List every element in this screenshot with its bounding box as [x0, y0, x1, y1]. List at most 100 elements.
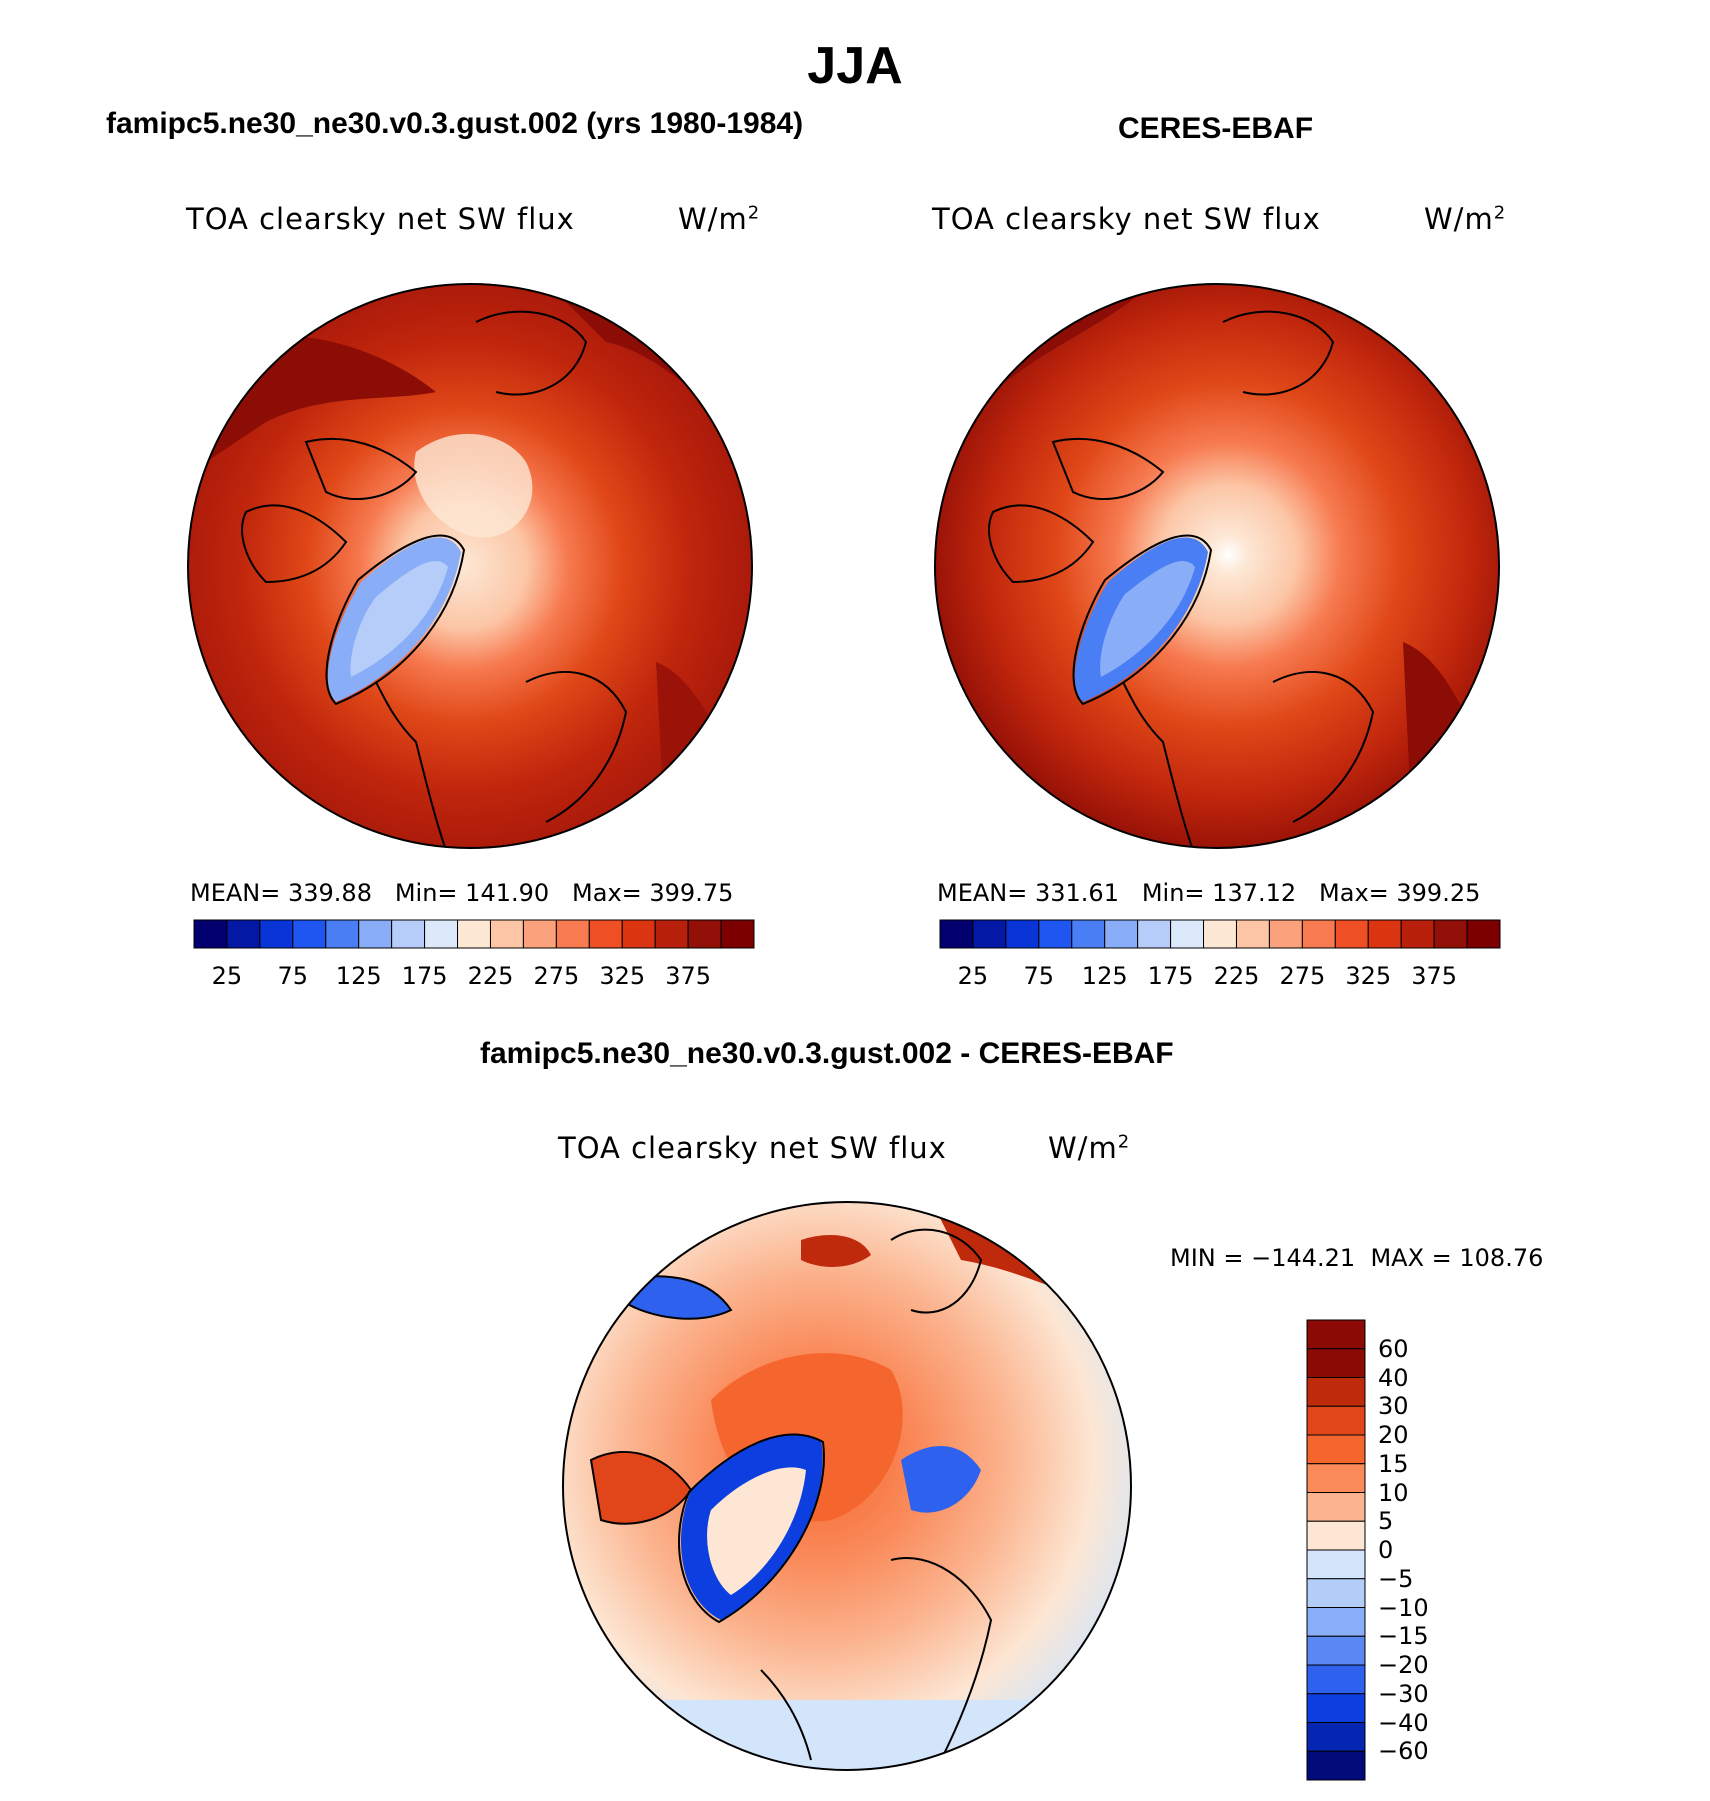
colorbar-tick-label: 375	[1411, 962, 1458, 990]
panel-1-units: W/m2	[678, 202, 761, 236]
main-title: JJA	[807, 37, 903, 95]
colorbar-swatch	[1306, 1693, 1366, 1723]
colorbar-swatch	[1306, 1722, 1366, 1752]
colorbar-tick-label: 25	[957, 962, 989, 990]
colorbar-tick-label: −15	[1378, 1622, 1429, 1651]
panel-1-polar-map	[187, 283, 753, 849]
colorbar-swatch	[325, 919, 360, 949]
panel-2-polar-map	[934, 283, 1500, 849]
colorbar-tick-label: 75	[1023, 962, 1055, 990]
colorbar-swatch	[489, 919, 524, 949]
colorbar-tick-label: 175	[401, 962, 448, 990]
colorbar-swatch	[259, 919, 294, 949]
colorbar-swatch	[1306, 1434, 1366, 1465]
colorbar-swatch	[358, 919, 393, 949]
colorbar-tick-label: −40	[1378, 1708, 1429, 1737]
colorbar-swatch	[1071, 919, 1106, 949]
colorbar-tick-label: −20	[1378, 1651, 1429, 1679]
colorbar-swatch	[1137, 919, 1172, 949]
colorbar-swatch	[1400, 919, 1435, 949]
diff-panel-title: famipc5.ne30_ne30.v0.3.gust.002 - CERES-…	[480, 1037, 1174, 1070]
colorbar-swatch	[1306, 1549, 1366, 1580]
panel-2-colorbar	[939, 919, 1501, 949]
colorbar-tick-label: 325	[599, 962, 646, 990]
colorbar-tick-label: 30	[1378, 1392, 1409, 1421]
colorbar-swatch	[1203, 919, 1237, 949]
colorbar-swatch	[1306, 1664, 1366, 1695]
colorbar-tick-label: −5	[1378, 1564, 1414, 1593]
colorbar-tick-label: 75	[277, 962, 309, 990]
colorbar-swatch	[1306, 1463, 1366, 1493]
colorbar-swatch	[1306, 1607, 1366, 1637]
panel-1-colorbar	[193, 919, 755, 949]
colorbar-swatch	[1334, 919, 1369, 949]
colorbar-swatch	[1104, 919, 1139, 949]
colorbar-swatch	[1038, 919, 1073, 949]
colorbar-swatch	[1306, 1405, 1366, 1436]
colorbar-tick-label: 25	[211, 962, 243, 990]
colorbar-swatch	[1306, 1377, 1366, 1407]
diff-panel-units: W/m2	[1048, 1131, 1131, 1165]
colorbar-swatch	[1466, 919, 1501, 949]
colorbar-swatch	[1306, 1750, 1366, 1781]
colorbar-swatch	[555, 919, 590, 949]
colorbar-tick-label: 40	[1378, 1363, 1409, 1392]
diff-panel-variable: TOA clearsky net SW flux	[558, 1131, 947, 1165]
diff-colorbar-labels: 60 40 30 20 15 10 5 0 −5 −10 −15 −20 −30 −40 −60	[1378, 1320, 1488, 1780]
panel-1-stats: MEAN= 339.88 Min= 141.90 Max= 399.75	[190, 879, 734, 907]
colorbar-swatch	[1433, 919, 1468, 949]
panel-1-title: famipc5.ne30_ne30.v0.3.gust.002 (yrs 198…	[106, 107, 804, 140]
colorbar-tick-label: 20	[1378, 1421, 1409, 1449]
panel-1-colorbar-labels: 25 75 125 175 225 275 325 375	[194, 962, 754, 992]
colorbar-swatch	[292, 919, 327, 949]
panel-2-variable: TOA clearsky net SW flux	[932, 202, 1321, 236]
colorbar-swatch	[1306, 1578, 1366, 1608]
colorbar-swatch	[654, 919, 689, 949]
diff-stats: MIN = −144.21 MAX = 108.76	[1170, 1244, 1544, 1272]
colorbar-tick-label: 325	[1345, 962, 1392, 990]
colorbar-swatch	[1235, 919, 1270, 949]
colorbar-tick-label: 5	[1378, 1507, 1394, 1536]
panel-2-title: CERES-EBAF	[1118, 112, 1314, 145]
colorbar-swatch	[1306, 1492, 1366, 1522]
colorbar-swatch	[226, 919, 261, 949]
panel-1-variable: TOA clearsky net SW flux	[186, 202, 575, 236]
colorbar-tick-label: 60	[1378, 1334, 1409, 1363]
colorbar-swatch	[939, 919, 974, 949]
colorbar-swatch	[1367, 919, 1402, 949]
colorbar-tick-label: 275	[1279, 962, 1326, 990]
colorbar-tick-label: −30	[1378, 1679, 1429, 1708]
colorbar-swatch	[1306, 1319, 1366, 1350]
colorbar-tick-label: 10	[1378, 1478, 1409, 1507]
colorbar-tick-label: 125	[1081, 962, 1128, 990]
panel-2-colorbar-labels: 25 75 125 175 225 275 325 375	[940, 962, 1500, 992]
colorbar-tick-label: 0	[1378, 1536, 1394, 1564]
colorbar-tick-label: 175	[1147, 962, 1194, 990]
colorbar-swatch	[720, 919, 755, 949]
colorbar-tick-label: 275	[533, 962, 580, 990]
diff-colorbar	[1306, 1319, 1366, 1781]
panel-2-units: W/m2	[1424, 202, 1507, 236]
colorbar-tick-label: 125	[335, 962, 382, 990]
panel-2-stats: MEAN= 331.61 Min= 137.12 Max= 399.25	[937, 879, 1481, 907]
colorbar-swatch	[1306, 1348, 1366, 1378]
colorbar-swatch	[1306, 1520, 1366, 1551]
colorbar-swatch	[424, 919, 459, 949]
colorbar-tick-label: 375	[665, 962, 712, 990]
colorbar-swatch	[1170, 919, 1205, 949]
colorbar-swatch	[1306, 1635, 1366, 1666]
colorbar-swatch	[522, 919, 557, 949]
colorbar-swatch	[193, 919, 228, 949]
colorbar-swatch	[457, 919, 491, 949]
colorbar-swatch	[1301, 919, 1336, 949]
colorbar-swatch	[687, 919, 722, 949]
colorbar-swatch	[972, 919, 1007, 949]
colorbar-swatch	[588, 919, 623, 949]
colorbar-tick-label: 225	[467, 962, 514, 990]
colorbar-tick-label: −60	[1378, 1737, 1429, 1766]
colorbar-swatch	[621, 919, 656, 949]
colorbar-tick-label: −10	[1378, 1593, 1429, 1622]
colorbar-swatch	[1005, 919, 1040, 949]
colorbar-tick-label: 15	[1378, 1449, 1409, 1478]
diff-polar-map	[562, 1201, 1132, 1771]
